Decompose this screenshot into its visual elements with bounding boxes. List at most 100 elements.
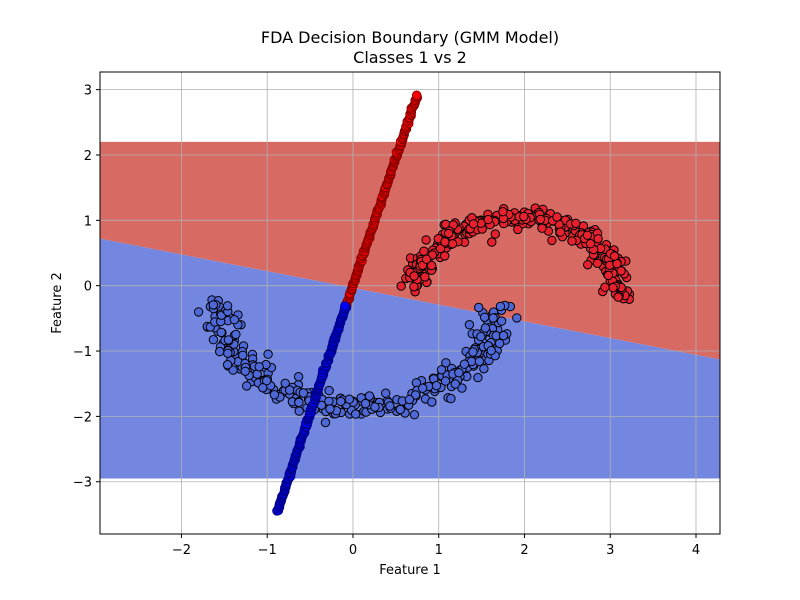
class-1-point (593, 234, 603, 244)
class-2-point (498, 330, 509, 341)
class-2-point (488, 313, 498, 323)
y-tick-label: −2 (73, 410, 92, 425)
class-2-point (381, 388, 391, 398)
class-2-point (457, 383, 467, 393)
class-2-point (436, 365, 447, 375)
class-1-point (443, 228, 454, 239)
class-2-point (454, 368, 464, 378)
plot-area (100, 72, 720, 534)
class-2-point (446, 393, 456, 404)
class-2-point (262, 376, 272, 386)
class-1-point (513, 224, 523, 235)
class-2-point (495, 301, 506, 312)
class-2-point (385, 401, 395, 411)
class-1-point (421, 235, 431, 245)
class-2-point (479, 364, 489, 374)
class-1-point (487, 237, 497, 247)
class-2-point (215, 346, 225, 357)
class-1-point (613, 292, 623, 302)
y-axis: −3 −2 −1 0 1 2 3 (73, 84, 100, 491)
class-2-point (231, 329, 241, 340)
class-1-point (409, 282, 419, 292)
class-1-point (585, 239, 596, 249)
class-2-point (223, 348, 233, 358)
chart-title: FDA Decision Boundary (GMM Model) (261, 28, 559, 47)
class-2-point (216, 327, 226, 338)
class-2-point (494, 338, 505, 349)
class-2-point (450, 379, 460, 389)
class-1-point (571, 218, 581, 229)
x-tick-label: 0 (349, 543, 357, 558)
class-1-point (483, 214, 493, 225)
class-2-point (486, 345, 496, 356)
x-tick-label: 1 (435, 543, 443, 558)
class-1-point (490, 229, 500, 239)
class-2-point (468, 347, 478, 357)
class-1-point (582, 230, 593, 240)
class-2-point (238, 350, 248, 360)
class-1-point (547, 235, 557, 246)
class-2-point (410, 390, 421, 400)
class-2-point (320, 417, 331, 428)
class-2-point (193, 307, 204, 317)
class-2-point (474, 302, 484, 313)
class-1-point (519, 211, 529, 222)
class-2-point (512, 313, 522, 323)
x-tick-label: 4 (692, 543, 700, 558)
class-1-point (419, 246, 429, 256)
class-2-point (360, 398, 371, 409)
class-2-point (208, 300, 219, 310)
class-2-point (223, 335, 234, 345)
class-2-point (240, 366, 250, 376)
class-2-point (229, 315, 240, 325)
y-axis-label: Feature 2 (50, 272, 65, 334)
class-2-point (222, 301, 233, 311)
class-2-point (364, 391, 375, 401)
class-1-point (440, 251, 450, 261)
x-tick-label: 2 (520, 543, 528, 558)
class-2-point (476, 331, 486, 342)
x-tick-label: −1 (258, 543, 277, 558)
class-1-point (552, 212, 562, 222)
decision-regions (100, 141, 720, 479)
class-2-point (427, 397, 437, 407)
y-tick-label: 0 (84, 280, 92, 295)
class-1-point (447, 239, 458, 249)
class-2-point (325, 404, 335, 414)
class-1-point (592, 258, 603, 268)
class-1-point (420, 272, 430, 282)
class-2-point (208, 335, 219, 345)
class-1-point (567, 236, 577, 246)
class-2-point (254, 362, 264, 372)
class-2-point (464, 320, 475, 330)
class-2-point (395, 404, 405, 415)
class-2-point (479, 312, 490, 322)
class-2-point (263, 349, 273, 359)
class-1-point (609, 251, 620, 261)
class-1-point (600, 282, 610, 292)
class-2-point (496, 316, 507, 326)
class-1-point (435, 243, 446, 254)
class-2-point (258, 383, 268, 393)
class-2-point (269, 390, 280, 400)
class-2-point (242, 381, 252, 391)
x-tick-label: −2 (172, 543, 191, 558)
class-2-point (294, 397, 304, 408)
class-2-point (228, 365, 238, 375)
class-1-point (440, 237, 450, 247)
class-2-point (280, 378, 290, 388)
class-1-point (535, 214, 546, 225)
class-1-region (100, 141, 720, 360)
class-2-region (100, 238, 720, 479)
x-axis: −2 −1 0 1 2 3 4 (172, 534, 700, 558)
class-1-point (603, 270, 614, 281)
axes-frame (99, 71, 721, 535)
class-1-point (409, 271, 419, 281)
class-1-point (468, 219, 479, 229)
class-2-point (480, 323, 491, 333)
class-2-point (370, 402, 380, 412)
x-tick-label: 3 (606, 543, 614, 558)
chart-subtitle: Classes 1 vs 2 (353, 48, 467, 67)
class-2-point (409, 410, 420, 420)
